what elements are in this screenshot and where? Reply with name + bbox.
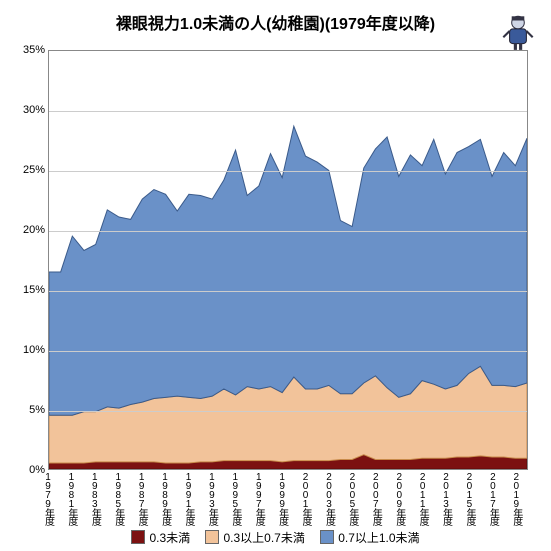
x-axis-label: 1997年度 bbox=[251, 472, 266, 524]
plot-area bbox=[48, 50, 528, 470]
y-axis-label: 30% bbox=[5, 104, 45, 116]
legend-label-2: 0.3以上0.7未満 bbox=[223, 529, 304, 546]
legend-label-3: 0.7以上1.0未満 bbox=[338, 529, 419, 546]
x-axis-label: 2011年度 bbox=[415, 472, 430, 524]
legend-swatch-3 bbox=[320, 530, 334, 544]
x-axis-label: 1993年度 bbox=[204, 472, 219, 524]
x-axis-label: 2003年度 bbox=[321, 472, 336, 524]
area-series bbox=[49, 126, 527, 415]
x-axis-label: 1985年度 bbox=[111, 472, 126, 524]
y-axis-label: 15% bbox=[5, 284, 45, 296]
legend-item-1: 0.3未満 bbox=[131, 529, 190, 546]
mascot-icon bbox=[497, 10, 539, 52]
grid-line bbox=[49, 231, 527, 232]
x-axis-label: 1987年度 bbox=[134, 472, 149, 524]
x-axis-label: 2009年度 bbox=[392, 472, 407, 524]
legend-item-3: 0.7以上1.0未満 bbox=[320, 529, 419, 546]
chart-frame: 裸眼視力1.0未満の人(幼稚園)(1979年度以降) 0.3未満 0.3以上0.… bbox=[0, 0, 551, 551]
x-axis-label: 2015年度 bbox=[462, 472, 477, 524]
x-axis-label: 2019年度 bbox=[509, 472, 524, 524]
grid-line bbox=[49, 171, 527, 172]
x-axis-label: 1991年度 bbox=[181, 472, 196, 524]
x-axis-label: 1981年度 bbox=[64, 472, 79, 524]
grid-line bbox=[49, 111, 527, 112]
x-axis-label: 1995年度 bbox=[228, 472, 243, 524]
grid-line bbox=[49, 411, 527, 412]
x-axis-label: 1999年度 bbox=[275, 472, 290, 524]
stacked-areas bbox=[49, 51, 527, 469]
legend: 0.3未満 0.3以上0.7未満 0.7以上1.0未満 bbox=[0, 529, 551, 548]
y-axis-label: 10% bbox=[5, 344, 45, 356]
grid-line bbox=[49, 351, 527, 352]
y-axis-label: 35% bbox=[5, 44, 45, 56]
x-axis-label: 2013年度 bbox=[439, 472, 454, 524]
x-axis-label: 2007年度 bbox=[368, 472, 383, 524]
x-axis-label: 2017年度 bbox=[485, 472, 500, 524]
y-axis-label: 25% bbox=[5, 164, 45, 176]
x-axis-label: 2001年度 bbox=[298, 472, 313, 524]
legend-swatch-2 bbox=[205, 530, 219, 544]
x-axis-label: 1989年度 bbox=[158, 472, 173, 524]
y-axis-label: 20% bbox=[5, 224, 45, 236]
x-axis-label: 2005年度 bbox=[345, 472, 360, 524]
legend-swatch-1 bbox=[131, 530, 145, 544]
grid-line bbox=[49, 291, 527, 292]
x-axis-label: 1983年度 bbox=[87, 472, 102, 524]
y-axis-label: 0% bbox=[5, 464, 45, 476]
legend-label-1: 0.3未満 bbox=[149, 529, 190, 546]
y-axis-label: 5% bbox=[5, 404, 45, 416]
legend-item-2: 0.3以上0.7未満 bbox=[205, 529, 304, 546]
x-axis-label: 1979年度 bbox=[41, 472, 56, 524]
chart-title: 裸眼視力1.0未満の人(幼稚園)(1979年度以降) bbox=[0, 0, 551, 34]
